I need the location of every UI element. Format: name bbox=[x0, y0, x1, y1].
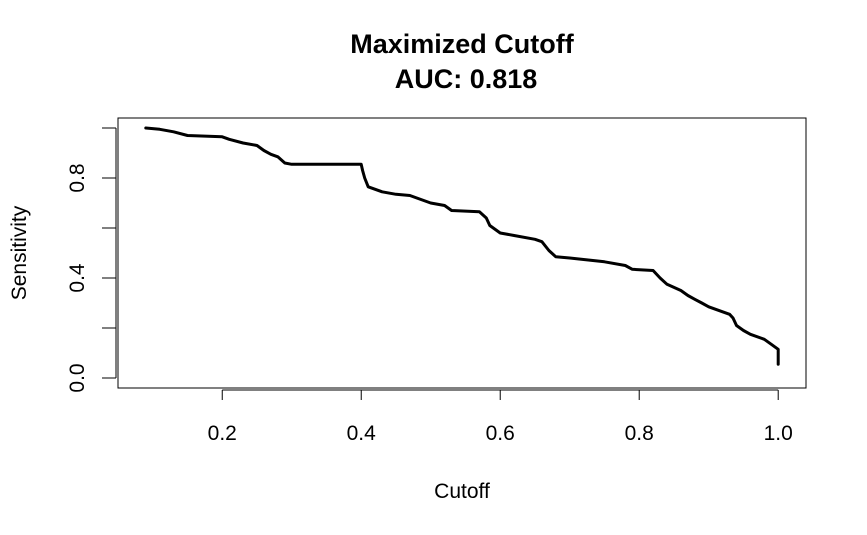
y-tick-label: 0.4 bbox=[66, 263, 89, 293]
sensitivity-line bbox=[144, 126, 780, 366]
x-tick-label: 0.4 bbox=[347, 422, 377, 445]
y-axis: 0.0 0.4 0.8 bbox=[66, 127, 117, 393]
chart-subtitle: AUC: 0.818 bbox=[395, 64, 538, 94]
x-tick-label: 0.8 bbox=[625, 422, 654, 445]
x-tick-label: 0.6 bbox=[486, 422, 515, 445]
chart-title: Maximized Cutoff bbox=[350, 29, 575, 59]
y-tick-label: 0.0 bbox=[66, 363, 89, 392]
series-layer bbox=[144, 126, 780, 366]
x-tick-label: 1.0 bbox=[764, 422, 793, 445]
y-axis-label: Sensitivity bbox=[8, 205, 31, 300]
plot-area-box bbox=[117, 117, 807, 389]
x-axis: 0.2 0.4 0.6 0.8 1.0 bbox=[208, 389, 793, 445]
y-tick-label: 0.8 bbox=[66, 163, 89, 192]
x-axis-label: Cutoff bbox=[434, 480, 490, 503]
x-tick-label: 0.2 bbox=[208, 422, 237, 445]
